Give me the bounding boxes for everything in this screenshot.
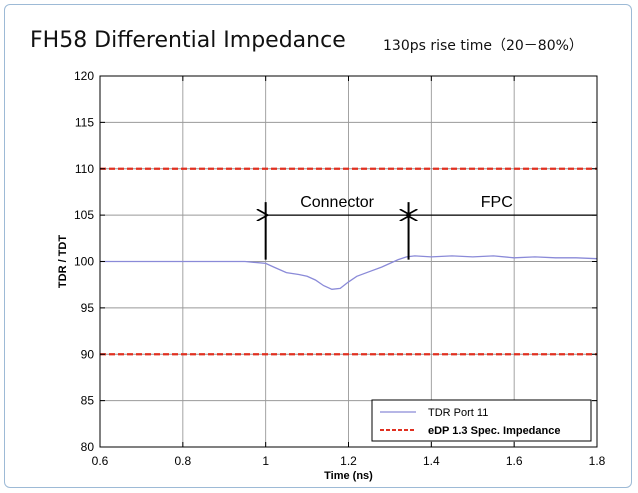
fpc-label: FPC: [481, 194, 513, 211]
y-axis-label: TDR / TDT: [57, 235, 69, 288]
x-tick-label: 1.6: [506, 454, 523, 468]
legend-box: [371, 399, 592, 442]
reference-lines: [100, 167, 597, 356]
x-tick-label: 0.6: [92, 454, 109, 468]
chart-subtitle: 130ps rise time（20－80%）: [383, 38, 583, 54]
y-tick-label: 115: [75, 115, 94, 129]
y-tick-label: 85: [81, 394, 95, 408]
y-tick-label: 105: [74, 208, 94, 222]
y-tick-label: 100: [74, 255, 94, 269]
x-tick-label: 1.4: [423, 454, 440, 468]
plot-border: [99, 75, 598, 448]
legend-label-spec: eDP 1.3 Spec. Impedance: [428, 425, 560, 437]
y-tick-label: 95: [81, 301, 95, 315]
legend-label-tdr: TDR Port 11: [428, 407, 488, 419]
x-tick-label: 1: [262, 454, 269, 468]
series-layer: [100, 255, 598, 290]
x-tick-label: 1.2: [340, 454, 357, 468]
tdr-port-11-line: [100, 255, 598, 290]
y-tick-label: 120: [74, 69, 94, 83]
connector-label: Connector: [300, 194, 374, 211]
annotation-layer: Connector FPC: [266, 194, 596, 260]
y-tick-label: 90: [81, 347, 95, 361]
axis-layer: 0.6 0.8 1 1.2 1.4 1.6 1.8 80 85 90 95 100 105 110 115 1…: [57, 69, 606, 482]
x-axis-label: Time (ns): [324, 470, 373, 482]
y-tick-label: 110: [75, 162, 94, 176]
legend: TDR Port 11 eDP 1.3 Spec. Impedance: [371, 399, 592, 442]
x-tick-label: 1.8: [589, 454, 606, 468]
y-tick-label: 80: [81, 440, 95, 454]
x-tick-label: 0.8: [174, 454, 191, 468]
chart-title: FH58 Differential Impedance: [30, 28, 346, 53]
